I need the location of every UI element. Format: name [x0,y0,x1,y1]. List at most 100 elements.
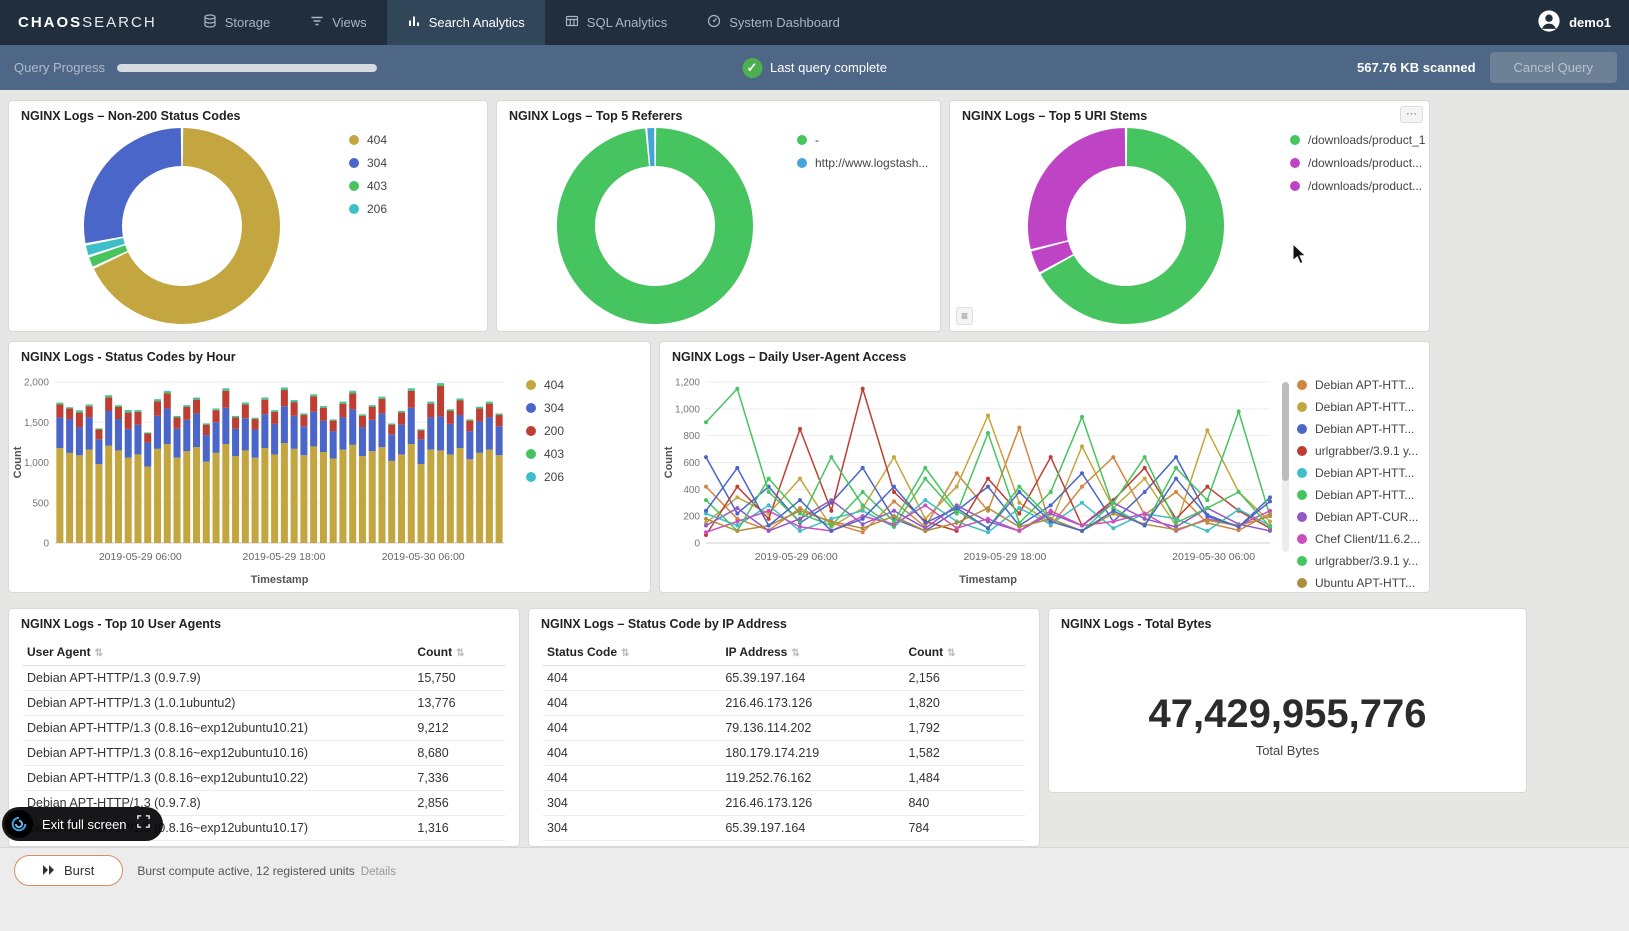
legend-item[interactable]: urlgrabber/3.9.1 y... [1297,554,1420,568]
sql-analytics-icon [565,14,579,31]
nav-label: Storage [224,15,271,30]
legend-item[interactable]: 200 [526,424,606,438]
table-cell: 65.39.197.164 [721,665,905,691]
legend-item[interactable]: 403 [349,179,429,193]
legend-scrollbar[interactable] [1282,382,1289,552]
legend-item[interactable]: urlgrabber/3.9.1 y... [1297,444,1420,458]
legend-swatch [1297,468,1307,478]
cancel-query-button[interactable]: Cancel Query [1489,52,1617,83]
burst-button[interactable]: Burst [14,855,124,886]
legend-item[interactable]: 304 [349,156,429,170]
legend-swatch [526,380,536,390]
legend-item[interactable]: 404 [349,133,429,147]
non200-donut-chart[interactable] [9,127,349,325]
legend-label: Debian APT-HTT... [1315,422,1415,436]
column-header[interactable]: Status Code ⇅ [543,637,722,666]
svg-text:Timestamp: Timestamp [251,574,309,586]
svg-text:200: 200 [683,512,700,523]
legend-scrollbar-thumb[interactable] [1282,382,1289,481]
legend-item[interactable]: 403 [526,447,606,461]
legend-label: urlgrabber/3.9.1 y... [1315,554,1419,568]
scanned-amount: 567.76 KB scanned [1357,60,1476,75]
legend-item[interactable]: 404 [526,378,606,392]
legend-item[interactable]: Debian APT-HTT... [1297,466,1420,480]
table-row: Debian APT-HTTP/1.3 (1.0.1ubuntu2) 13,776 [23,690,505,716]
table-cell: 65.39.197.164 [721,815,905,841]
column-header[interactable]: User Agent ⇅ [23,637,414,666]
exit-fullscreen-icon [136,814,151,834]
legend-item[interactable]: Debian APT-HTT... [1297,488,1420,502]
table-cell: 1,316 [413,815,505,841]
sort-icon: ⇅ [94,648,103,659]
nav-item-search-analytics[interactable]: Search Analytics [386,0,545,45]
legend-item[interactable]: Chef Client/11.6.2... [1297,532,1420,546]
query-bar: Query Progress ✓ Last query complete 567… [0,45,1629,90]
referers-legend: - http://www.logstash... [797,127,928,170]
table-row: Debian APT-HTTP/1.3 (0.8.16~exp12ubuntu1… [23,740,505,766]
column-header[interactable]: IP Address ⇅ [721,637,905,666]
legend-item[interactable]: Debian APT-HTT... [1297,400,1420,414]
legend-swatch [349,135,359,145]
panel-title: NGINX Logs – Top 5 URI Stems [962,109,1148,123]
exit-fullscreen-button[interactable]: Exit full screen [2,807,163,841]
nav-item-system-dashboard[interactable]: System Dashboard [687,0,860,45]
legend-item[interactable]: Ubuntu APT-HTT... [1297,576,1420,590]
uri-stems-legend: /downloads/product_1/downloads/product..… [1290,127,1425,193]
table-row: 304 216.46.173.126 840 [543,790,1025,816]
user-agent-line-chart[interactable]: 0 200 400 600 800 1,000 1,200 2019-05-29 06:00 2… [660,372,1280,587]
status-codes-bar-chart[interactable]: 0 500 1,000 1,500 2,000 2019-05-29 06:00 2019-… [9,372,514,587]
nav-label: Search Analytics [428,15,525,30]
table-cell: 216.46.173.126 [721,690,905,716]
svg-text:0: 0 [43,539,49,550]
legend-item[interactable]: http://www.logstash... [797,156,928,170]
legend-item[interactable]: /downloads/product... [1290,156,1425,170]
table-cell: 304 [543,815,722,841]
panel-title: NGINX Logs – Daily User-Agent Access [672,350,907,364]
legend-label: 200 [544,424,565,438]
legend-item[interactable]: 206 [349,202,429,216]
uri-stems-donut-chart[interactable] [950,127,1290,325]
burst-status-text: Burst compute active, 12 registered unit… [137,863,396,878]
nav-item-storage[interactable]: Storage [183,0,291,45]
legend-item[interactable]: /downloads/product... [1290,179,1425,193]
legend-label: http://www.logstash... [815,156,929,170]
legend-label: Chef Client/11.6.2... [1315,532,1421,546]
storage-icon [203,14,217,31]
nav-item-sql-analytics[interactable]: SQL Analytics [545,0,687,45]
legend-label: Debian APT-HTT... [1315,466,1415,480]
legend-swatch [1297,578,1307,588]
legend-toggle-icon[interactable]: ≡ [956,307,974,325]
legend-swatch [349,204,359,214]
svg-text:Timestamp: Timestamp [959,574,1017,586]
system-dashboard-icon [707,14,721,31]
app-logo[interactable]: CHAOSSEARCH [18,14,157,31]
legend-label: 403 [544,447,565,461]
legend-item[interactable]: /downloads/product_1 [1290,133,1425,147]
nav-label: SQL Analytics [586,15,668,30]
details-link[interactable]: Details [360,865,396,878]
user-menu[interactable]: demo1 [1537,9,1629,36]
table-cell: 784 [904,815,1025,841]
panel-options-button[interactable]: ⋯ [1400,106,1423,123]
table-cell: 304 [543,790,722,816]
burst-icon [43,863,55,878]
column-header[interactable]: Count ⇅ [904,637,1025,666]
bottom-bar: Burst Burst compute active, 12 registere… [0,847,1629,931]
referers-donut-chart[interactable] [497,127,797,325]
table-cell: 2,856 [413,790,505,816]
legend-label: /downloads/product... [1308,156,1423,170]
legend-item[interactable]: Debian APT-HTT... [1297,378,1420,392]
table-cell: 1,484 [904,765,1025,791]
nav-item-views[interactable]: Views [290,0,386,45]
total-bytes-value: 47,429,955,776 [1148,691,1427,736]
legend-item[interactable]: Debian APT-CUR... [1297,510,1420,524]
legend-item[interactable]: 206 [526,470,606,484]
legend-item[interactable]: 304 [526,401,606,415]
legend-swatch [526,403,536,413]
legend-item[interactable]: Debian APT-HTT... [1297,422,1420,436]
table-row: Debian APT-HTTP/1.3 (0.8.16~exp12ubuntu1… [23,715,505,741]
table-cell: 404 [543,690,722,716]
column-header[interactable]: Count ⇅ [413,637,505,666]
legend-swatch [1290,181,1300,191]
legend-item[interactable]: - [797,133,928,147]
